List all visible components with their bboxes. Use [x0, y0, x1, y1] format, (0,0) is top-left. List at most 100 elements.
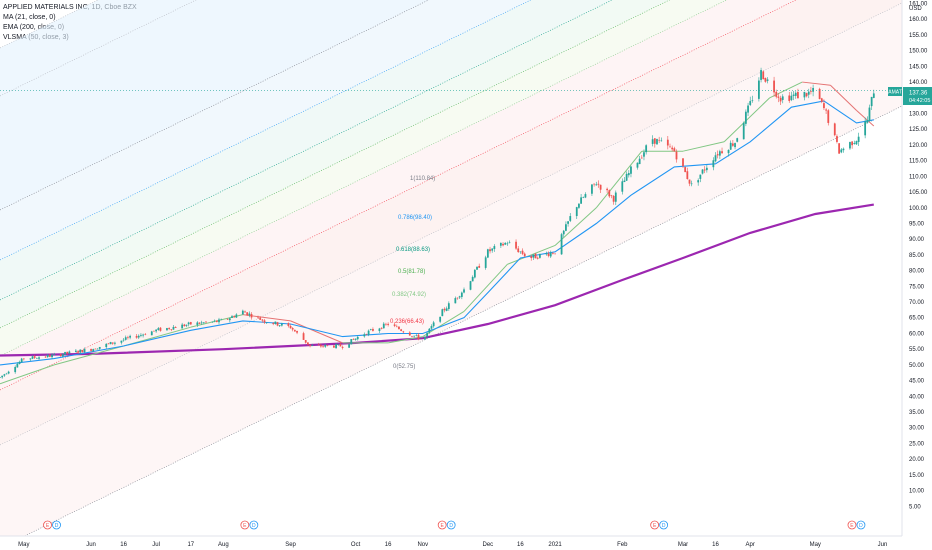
candle-body — [489, 249, 491, 252]
candle-body — [352, 339, 355, 341]
currency-label: USD — [909, 6, 922, 12]
candle-body — [666, 139, 669, 146]
dividend-marker[interactable] — [446, 520, 456, 530]
candle-body — [348, 344, 350, 348]
candle-body — [385, 323, 387, 325]
y-tick-label: 145.00 — [909, 64, 928, 70]
y-tick-label: 30.00 — [909, 426, 925, 432]
candle-body — [788, 95, 791, 101]
candle-body — [14, 366, 17, 373]
candle-body — [29, 358, 32, 360]
vlsma-line-segment — [54, 345, 124, 366]
candle-body — [337, 344, 340, 345]
candle-body — [220, 319, 223, 321]
candle-body — [1, 375, 4, 378]
earnings-marker[interactable] — [437, 520, 447, 530]
fib-band — [0, 0, 902, 445]
event-marker-label: D — [252, 523, 256, 529]
earnings-marker[interactable] — [240, 520, 250, 530]
candle-body — [805, 93, 808, 97]
candle-body — [59, 354, 62, 357]
candle-body — [653, 138, 656, 144]
candle-body — [502, 243, 504, 246]
candle-body — [554, 253, 556, 255]
candle-body — [153, 330, 155, 332]
candle-body — [812, 87, 815, 92]
candle-body — [686, 171, 689, 180]
candle-body — [259, 317, 262, 320]
candle-body — [825, 109, 828, 111]
dividend-marker[interactable] — [52, 520, 61, 530]
dividend-marker[interactable] — [249, 520, 259, 530]
y-axis[interactable]: 161.00160.00155.00150.00145.00140.00135.… — [909, 2, 928, 511]
event-marker-label: E — [850, 523, 854, 529]
candle-body — [460, 292, 463, 297]
legend-ma[interactable]: MA (21, close, 0) — [3, 14, 56, 21]
candle-body — [198, 322, 201, 324]
y-tick-label: 75.00 — [909, 284, 925, 290]
candle-body — [280, 323, 283, 326]
y-tick-label: 60.00 — [909, 331, 925, 337]
candle-body — [562, 230, 565, 235]
candle-body — [64, 351, 66, 355]
candle-body — [393, 324, 396, 326]
candle-body — [83, 349, 86, 353]
candle-body — [591, 184, 593, 194]
candle-body — [597, 183, 600, 185]
candle-body — [792, 94, 795, 96]
candle-body — [398, 326, 400, 330]
x-tick-label: 16 — [120, 542, 127, 548]
candle-body — [506, 243, 509, 245]
legend-ema[interactable]: EMA (200, close, 0) — [3, 24, 65, 31]
candle-body — [673, 148, 676, 152]
candle-body — [567, 221, 569, 224]
earnings-marker[interactable] — [650, 520, 660, 530]
ma-21-line — [0, 100, 874, 366]
candle-body — [547, 253, 550, 256]
candle-body — [94, 348, 97, 350]
candle-body — [842, 148, 845, 151]
candle-body — [33, 356, 36, 358]
candle-body — [493, 246, 496, 249]
candle-body — [31, 356, 34, 359]
y-tick-label: 45.00 — [909, 379, 925, 385]
candle-body — [387, 323, 390, 325]
candle-body — [478, 265, 481, 268]
candle-body — [747, 105, 749, 113]
candle-body — [491, 248, 494, 251]
candle-body — [595, 184, 598, 186]
candle-body — [333, 345, 335, 348]
y-tick-label: 150.00 — [909, 49, 928, 55]
candle-body — [714, 155, 717, 162]
candle-body — [638, 158, 641, 165]
candle-body — [181, 324, 184, 329]
candle-body — [278, 325, 281, 327]
fib-label: 0.236(66.43) — [390, 319, 424, 325]
candle-body — [545, 253, 548, 255]
dividend-marker[interactable] — [659, 520, 669, 530]
candle-body — [504, 242, 507, 245]
y-tick-label: 140.00 — [909, 80, 928, 86]
event-marker-label: E — [46, 523, 50, 529]
candle-body — [536, 257, 539, 259]
candle-body — [322, 345, 324, 347]
candle-body — [196, 322, 199, 325]
fib-channel — [0, 0, 902, 536]
x-axis[interactable]: May Jun 16 Jul 17 Aug Sep Oct 16 Nov Dec 16 2021 Feb M… — [18, 542, 887, 548]
candle-body — [630, 166, 632, 174]
earnings-marker[interactable] — [43, 520, 52, 530]
candle-body — [610, 195, 613, 197]
candle-body — [549, 252, 552, 257]
candle-body — [749, 101, 752, 105]
x-tick-label: Sep — [285, 542, 296, 548]
earnings-marker[interactable] — [847, 520, 857, 530]
y-tick-label: 40.00 — [909, 394, 925, 400]
candle-body — [534, 253, 537, 259]
candle-body — [402, 331, 405, 333]
candle-body — [170, 329, 173, 330]
candle-body — [864, 121, 867, 136]
candle-body — [757, 80, 760, 99]
dividend-marker[interactable] — [856, 520, 866, 530]
